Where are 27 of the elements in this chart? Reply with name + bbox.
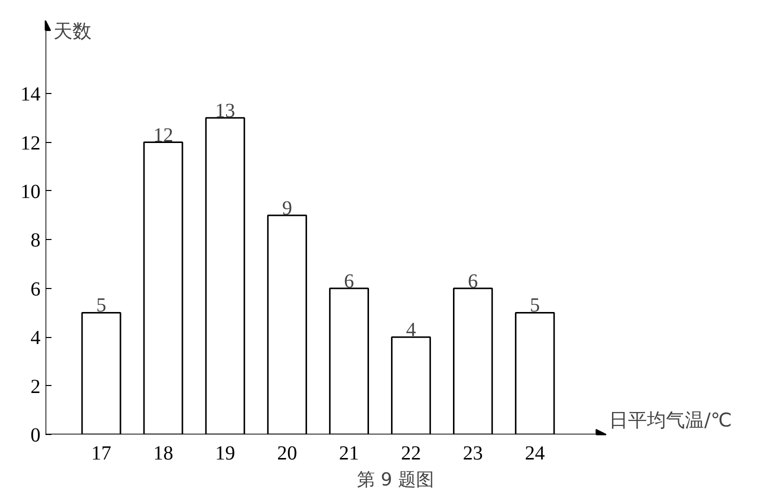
x-tick-label: 19 <box>215 442 236 464</box>
y-tick-label: 0 <box>30 424 40 446</box>
data-label: 5 <box>96 294 106 317</box>
data-label: 5 <box>530 294 540 317</box>
data-label: 9 <box>282 197 292 220</box>
data-label: 6 <box>344 270 354 292</box>
text: 第 9 题图 <box>357 470 434 490</box>
data-label: 4 <box>406 319 416 342</box>
x-tick-label: 23 <box>462 442 483 464</box>
x-tick-label: 17 <box>91 442 112 464</box>
y-tick-label: 10 <box>20 180 40 203</box>
y-tick-label: 12 <box>20 132 40 154</box>
x-tick-label: 20 <box>277 442 298 464</box>
y-tick-label: 14 <box>20 84 40 106</box>
y-tick-label: 8 <box>30 230 40 252</box>
x-tick-label: 22 <box>400 442 421 464</box>
x-axis-title: 日平均气温/℃ <box>609 410 732 432</box>
data-label: 12 <box>153 124 174 146</box>
x-tick-label: 24 <box>524 442 545 464</box>
x-tick-label: 21 <box>339 442 360 464</box>
y-tick-label: 2 <box>30 376 40 398</box>
data-label: 6 <box>468 270 478 292</box>
y-tick-label: 6 <box>30 278 40 300</box>
y-axis-title: 天数 <box>54 20 92 42</box>
x-tick-label: 18 <box>153 442 174 464</box>
data-label: 13 <box>215 100 236 122</box>
y-tick-label: 4 <box>30 327 40 350</box>
